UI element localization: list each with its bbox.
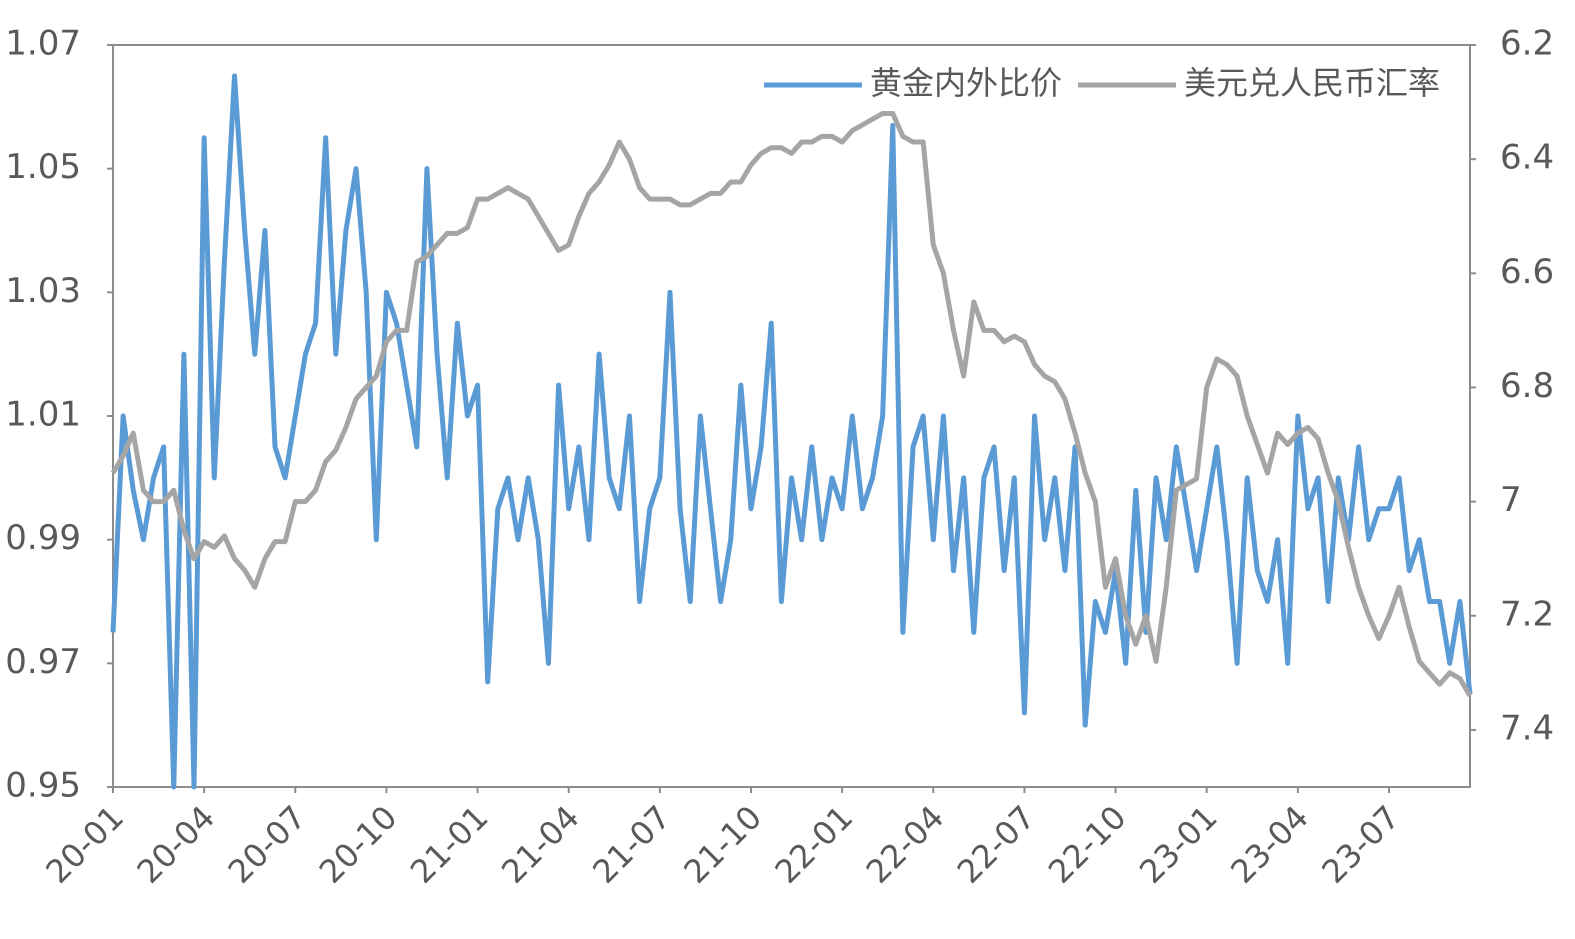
y-tick-label: 0.95: [5, 766, 81, 806]
x-tick-label: 23-01: [1132, 798, 1225, 891]
x-tick-label: 21-01: [403, 798, 496, 891]
y-tick-label: 1.05: [5, 147, 81, 187]
y-tick-label: 1.07: [5, 24, 81, 64]
x-tick-label: 22-01: [768, 798, 861, 891]
x-tick-label: 23-07: [1314, 798, 1407, 891]
x-tick-label: 20-04: [130, 798, 223, 891]
x-tick-label: 20-10: [312, 798, 405, 891]
x-tick-label: 20-07: [221, 798, 314, 891]
y-tick-label: 1.03: [5, 271, 81, 311]
y-tick-label: 0.97: [5, 642, 81, 682]
y2-tick-label: 6.6: [1500, 252, 1554, 292]
x-tick-label: 21-07: [585, 798, 678, 891]
y-tick-label: 1.01: [5, 395, 81, 435]
x-tick-label: 22-07: [950, 798, 1043, 891]
legend-label: 黄金内外比价: [870, 64, 1062, 102]
series-line: [110, 110, 1473, 697]
y2-tick-label: 6.8: [1500, 366, 1554, 406]
x-tick-label: 22-04: [859, 798, 952, 891]
series-line: [110, 73, 1473, 790]
y2-tick-label: 7.4: [1500, 708, 1554, 748]
x-tick-label: 21-04: [494, 798, 587, 891]
y2-tick-label: 7.2: [1500, 594, 1554, 634]
x-tick-label: 23-04: [1223, 798, 1316, 891]
y2-tick-label: 6.4: [1500, 138, 1554, 178]
y-tick-label: 0.99: [5, 518, 81, 558]
x-tick-label: 22-10: [1041, 798, 1134, 891]
plot-frame: [112, 44, 1471, 788]
y2-tick-label: 6.2: [1500, 24, 1554, 64]
x-tick-label: 20-01: [38, 798, 131, 891]
y2-tick-label: 7: [1500, 480, 1522, 520]
legend-label: 美元兑人民币汇率: [1184, 64, 1440, 102]
x-tick-label: 21-10: [676, 798, 769, 891]
